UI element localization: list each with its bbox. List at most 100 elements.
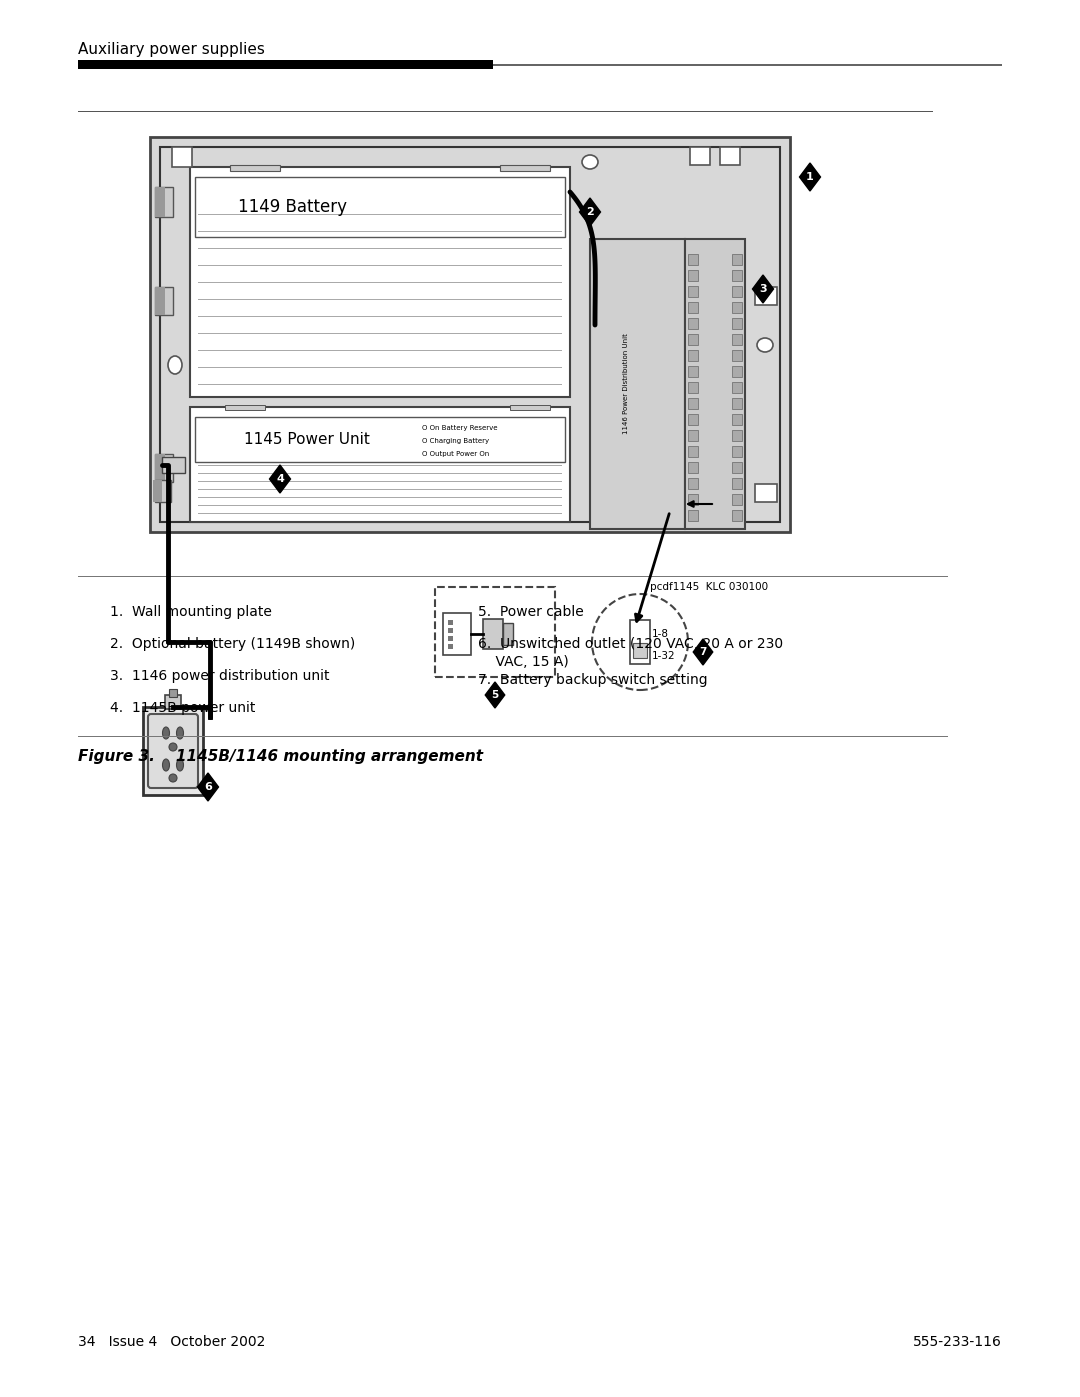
Bar <box>443 613 471 655</box>
Ellipse shape <box>176 759 184 771</box>
Bar <box>198 299 562 300</box>
Polygon shape <box>485 682 504 708</box>
Bar <box>448 644 453 650</box>
Bar <box>143 707 203 795</box>
Bar <box>156 286 165 314</box>
Text: 34   Issue 4   October 2002: 34 Issue 4 October 2002 <box>78 1336 266 1350</box>
Text: 1.  Wall mounting plate: 1. Wall mounting plate <box>110 605 272 619</box>
Ellipse shape <box>757 338 773 352</box>
Bar <box>435 587 555 678</box>
Text: 1: 1 <box>806 172 814 182</box>
Bar <box>732 381 742 393</box>
Bar <box>732 302 742 313</box>
Bar <box>198 472 562 474</box>
Text: 7: 7 <box>700 647 706 657</box>
Bar <box>198 332 562 334</box>
Bar <box>156 454 173 482</box>
Text: 4.  1145B power unit: 4. 1145B power unit <box>110 701 255 715</box>
Text: 2.  Optional battery (1149B shown): 2. Optional battery (1149B shown) <box>110 637 355 651</box>
Bar <box>688 351 698 360</box>
Bar <box>732 478 742 489</box>
Text: Auxiliary power supplies: Auxiliary power supplies <box>78 42 265 57</box>
Bar <box>503 623 513 645</box>
Bar <box>198 247 562 249</box>
Bar <box>198 264 562 265</box>
Text: 2: 2 <box>586 207 594 217</box>
Ellipse shape <box>582 155 598 169</box>
Bar <box>732 510 742 521</box>
Ellipse shape <box>162 726 170 739</box>
Text: 1149 Battery: 1149 Battery <box>239 198 348 217</box>
Bar <box>732 270 742 281</box>
Bar <box>160 147 780 522</box>
Bar <box>483 619 503 650</box>
Bar <box>172 147 192 168</box>
Bar <box>190 407 570 522</box>
Text: 4: 4 <box>276 474 284 483</box>
Bar <box>630 620 650 664</box>
Ellipse shape <box>176 726 184 739</box>
Bar <box>448 636 453 641</box>
Ellipse shape <box>168 743 177 752</box>
Bar <box>78 576 948 577</box>
Bar <box>633 643 647 658</box>
Bar <box>690 147 710 165</box>
Text: 5.  Power cable: 5. Power cable <box>478 605 584 619</box>
Text: 7.  Battery backup switch setting: 7. Battery backup switch setting <box>478 673 707 687</box>
Bar <box>198 504 562 506</box>
Bar <box>150 137 789 532</box>
Bar <box>732 446 742 457</box>
Text: VAC, 15 A): VAC, 15 A) <box>478 655 569 669</box>
Bar <box>688 319 698 330</box>
Bar <box>688 414 698 425</box>
Bar <box>165 694 181 710</box>
Bar <box>732 462 742 474</box>
Bar <box>156 187 165 217</box>
Polygon shape <box>580 198 600 226</box>
Bar <box>156 187 173 217</box>
Bar <box>198 489 562 490</box>
Polygon shape <box>799 163 821 191</box>
Bar <box>510 405 550 409</box>
Bar <box>685 239 745 529</box>
Bar <box>168 689 177 697</box>
Bar <box>78 110 933 112</box>
Bar <box>448 620 453 624</box>
Ellipse shape <box>162 759 170 771</box>
Bar <box>688 270 698 281</box>
Text: 3.  1146 power distribution unit: 3. 1146 power distribution unit <box>110 669 329 683</box>
Text: 6: 6 <box>204 782 212 792</box>
Bar <box>198 214 562 215</box>
Bar <box>198 384 562 386</box>
Text: Figure 3.    1145B/1146 mounting arrangement: Figure 3. 1145B/1146 mounting arrangemen… <box>78 749 483 764</box>
Bar <box>225 405 265 409</box>
Text: 1146 Power Distribution Unit: 1146 Power Distribution Unit <box>623 334 629 434</box>
Bar <box>688 462 698 474</box>
Bar <box>688 381 698 393</box>
Text: 555-233-116: 555-233-116 <box>913 1336 1002 1350</box>
Bar <box>195 177 565 237</box>
Text: 1-8: 1-8 <box>652 629 669 638</box>
Bar <box>153 481 162 502</box>
Text: 3: 3 <box>759 284 767 293</box>
Text: 5: 5 <box>491 690 499 700</box>
Bar <box>162 457 185 474</box>
Bar <box>156 481 171 502</box>
Bar <box>78 64 1002 66</box>
Bar <box>198 316 562 317</box>
Bar <box>198 366 562 367</box>
Bar <box>732 430 742 441</box>
Bar <box>688 286 698 298</box>
Bar <box>198 464 562 467</box>
Bar <box>230 165 280 170</box>
Bar <box>732 319 742 330</box>
Bar <box>755 483 777 502</box>
Bar <box>198 349 562 351</box>
Bar <box>732 254 742 265</box>
Bar <box>732 495 742 504</box>
Bar <box>720 147 740 165</box>
Bar <box>688 430 698 441</box>
Bar <box>590 239 685 529</box>
Polygon shape <box>198 773 218 800</box>
Bar <box>688 478 698 489</box>
